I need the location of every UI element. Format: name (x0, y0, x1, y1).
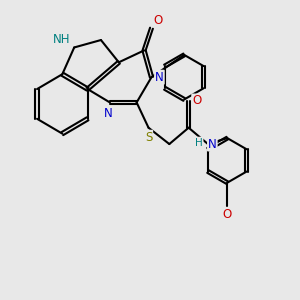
Text: O: O (192, 94, 202, 107)
Text: H: H (195, 138, 202, 148)
Text: O: O (153, 14, 162, 27)
Text: N: N (155, 71, 164, 84)
Text: N: N (104, 107, 113, 120)
Text: O: O (223, 208, 232, 221)
Text: NH: NH (53, 33, 70, 46)
Text: N: N (208, 138, 217, 151)
Text: S: S (145, 131, 152, 144)
